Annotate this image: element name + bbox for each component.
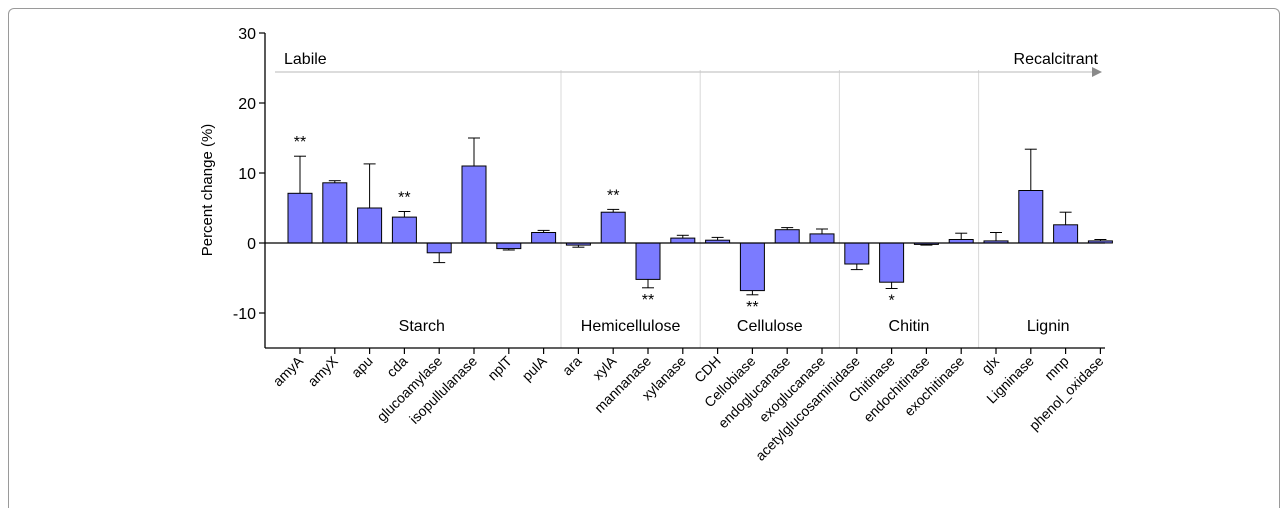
significance-mark: ** [746,299,758,316]
bar [1053,224,1079,244]
y-tick-label: 30 [238,26,256,43]
bar [531,232,557,244]
bar [391,216,417,244]
group-label: Cellulose [737,318,803,335]
bar [287,192,313,244]
x-tick-label: cda [383,353,410,380]
bar [635,242,661,280]
bar [461,165,487,244]
significance-mark: ** [398,190,410,207]
y-tick-label: 10 [238,166,256,183]
x-tick-label: ara [559,353,585,379]
x-tick-label: nplT [484,352,515,383]
x-tick-label: mnp [1041,353,1072,384]
bar [600,211,626,244]
group-label: Chitin [889,318,930,335]
y-tick-label: -10 [233,306,256,323]
significance-mark: ** [642,292,654,309]
arrow-head [1092,67,1102,77]
bar [357,207,383,244]
bar [844,242,870,265]
y-tick-label: 0 [247,236,256,253]
x-tick-label: amyA [269,352,306,389]
bar [809,233,835,244]
x-tick-label: apu [348,353,376,381]
significance-mark: ** [294,134,306,151]
group-label: Hemicellulose [581,318,681,335]
x-tick-label: xylA [589,352,619,382]
significance-mark: * [888,293,894,310]
bar [670,237,696,244]
bar [774,229,800,244]
group-label: Lignin [1027,318,1070,335]
group-separators: Starch Hemicellulose Cellulose Chitin Lignin [399,70,1070,348]
bar [879,242,905,283]
annotation-recalcitrant: Recalcitrant [1014,51,1099,68]
y-tick-label: 20 [238,96,256,113]
bar [496,242,522,250]
bar [1018,190,1044,244]
x-tick-label: glx [978,353,1002,377]
figure-frame [8,8,1280,508]
annotation-labile: Labile [284,51,327,68]
bar-chart: Starch Hemicellulose Cellulose Chitin Lignin… [199,26,1113,464]
x-tick-label: pulA [519,352,551,384]
bar [426,242,452,254]
x-tick-label: amyX [304,352,341,389]
y-axis-label: Percent change (%) [199,124,216,257]
bar [322,182,348,244]
significance-mark: ** [607,187,619,204]
group-label: Starch [399,318,445,335]
gradient-arrow: Labile Recalcitrant [275,51,1102,77]
bars: **** **** ** * [287,134,1113,316]
bar [739,242,765,292]
